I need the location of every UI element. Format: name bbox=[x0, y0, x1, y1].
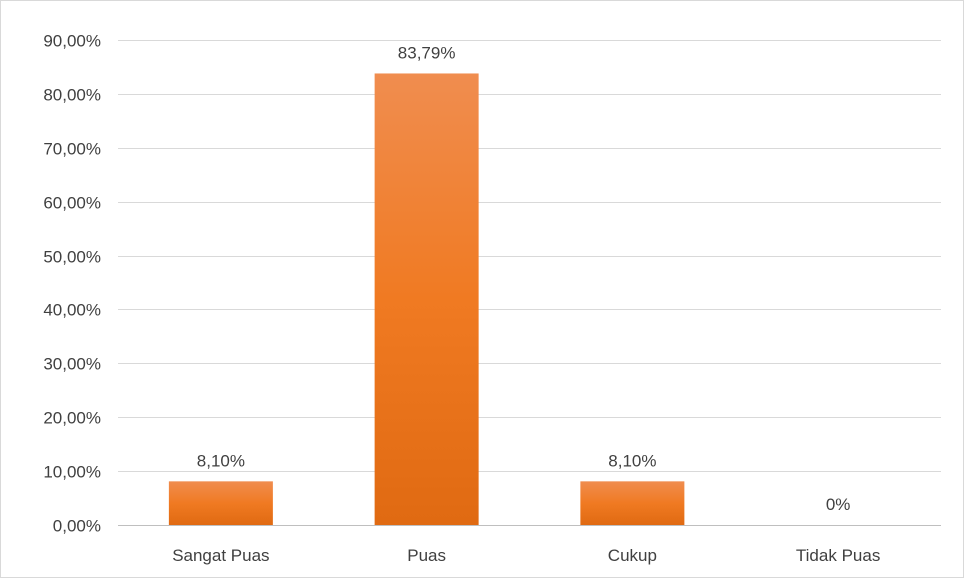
y-tick-label: 20,00% bbox=[43, 409, 101, 428]
category-label: Cukup bbox=[608, 546, 657, 565]
category-label: Tidak Puas bbox=[796, 546, 880, 565]
y-tick-label: 50,00% bbox=[43, 248, 101, 267]
gridlines bbox=[118, 40, 941, 526]
category-label: Puas bbox=[407, 546, 446, 565]
y-tick-label: 80,00% bbox=[43, 86, 101, 105]
data-label: 8,10% bbox=[197, 451, 245, 470]
data-labels: 8,10% 83,79% 8,10% 0% bbox=[197, 43, 851, 514]
y-tick-label: 60,00% bbox=[43, 194, 101, 213]
category-label: Sangat Puas bbox=[172, 546, 269, 565]
y-tick-label: 70,00% bbox=[43, 140, 101, 159]
y-axis-tick-labels: 0,00% 10,00% 20,00% 30,00% 40,00% 50,00% 60,00… bbox=[43, 32, 101, 536]
bar-cukup bbox=[580, 481, 685, 525]
data-label: 8,10% bbox=[608, 451, 656, 470]
x-axis-category-labels: Sangat Puas Puas Cukup Tidak Puas bbox=[172, 546, 880, 565]
y-tick-label: 30,00% bbox=[43, 355, 101, 374]
y-tick-label: 90,00% bbox=[43, 32, 101, 51]
bar-puas bbox=[374, 73, 479, 525]
data-label: 83,79% bbox=[398, 43, 456, 62]
data-label: 0% bbox=[826, 495, 851, 514]
y-tick-label: 40,00% bbox=[43, 301, 101, 320]
y-tick-label: 0,00% bbox=[53, 517, 101, 536]
bars bbox=[168, 73, 685, 525]
bar-sangat-puas bbox=[168, 481, 273, 525]
y-tick-label: 10,00% bbox=[43, 463, 101, 482]
